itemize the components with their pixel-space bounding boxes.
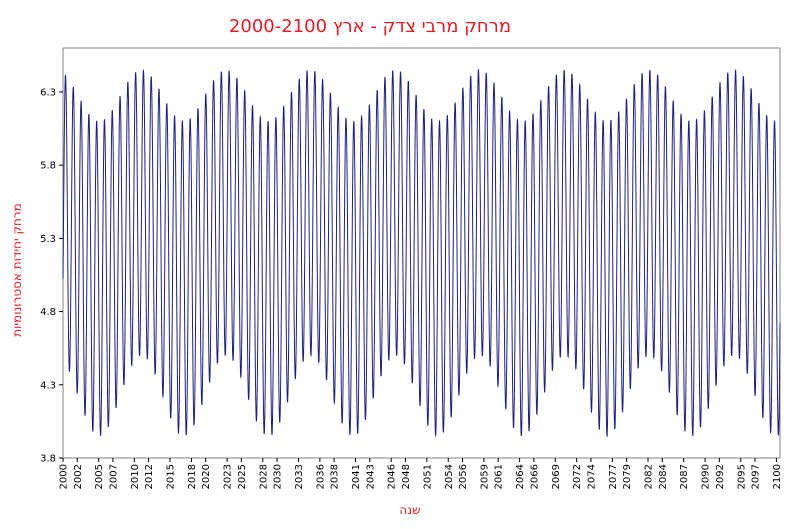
x-tick-label: 2041 — [351, 464, 362, 489]
y-tick-label: 6.3 — [40, 87, 56, 98]
x-tick-label: 2056 — [458, 464, 469, 489]
x-tick-label: 2033 — [294, 464, 305, 489]
y-axis: 3.8 4.3 4.8 5.3 5.8 6.3 — [40, 87, 63, 465]
x-tick-label: 2090 — [701, 464, 712, 489]
x-tick-label: 2025 — [237, 464, 248, 489]
x-tick-label: 2036 — [315, 464, 326, 489]
x-tick-label: 2002 — [73, 464, 84, 489]
x-tick-label: 2092 — [715, 464, 726, 489]
x-tick-label: 2082 — [644, 464, 655, 489]
plot-area — [62, 47, 781, 459]
x-tick-label: 2028 — [258, 464, 269, 489]
series-line — [62, 68, 781, 438]
chart-title: מרחק מרבי צדק - ארץ 2000-2100 — [229, 16, 511, 37]
x-tick-label: 2038 — [330, 464, 341, 489]
x-tick-label: 2079 — [622, 464, 633, 489]
x-axis-title: שנה — [399, 503, 420, 517]
x-tick-label: 2059 — [479, 464, 490, 489]
x-tick-label: 2077 — [608, 464, 619, 489]
series-layer — [62, 68, 781, 438]
y-tick-label: 5.8 — [40, 161, 56, 172]
x-tick-label: 2054 — [444, 464, 455, 489]
x-tick-label: 2010 — [130, 464, 141, 489]
x-tick-label: 2051 — [422, 464, 433, 489]
x-tick-label: 2030 — [273, 464, 284, 489]
y-tick-label: 3.8 — [40, 454, 56, 465]
y-tick-label: 5.3 — [40, 234, 56, 245]
x-tick-label: 2097 — [751, 464, 762, 489]
x-tick-label: 2007 — [108, 464, 119, 489]
x-tick-label: 2087 — [679, 464, 690, 489]
x-tick-label: 2020 — [201, 464, 212, 489]
y-tick-label: 4.3 — [40, 380, 56, 391]
x-tick-label: 2066 — [529, 464, 540, 489]
x-tick-label: 2095 — [736, 464, 747, 489]
x-tick-label: 2023 — [223, 464, 234, 489]
x-tick-label: 2061 — [494, 464, 505, 489]
x-tick-label: 2000 — [59, 464, 70, 489]
x-tick-label: 2064 — [515, 464, 526, 489]
x-tick-label: 2084 — [658, 464, 669, 489]
x-tick-label: 2005 — [94, 464, 105, 489]
x-tick-label: 2018 — [187, 464, 198, 489]
x-tick-label: 2043 — [365, 464, 376, 489]
x-tick-label: 2015 — [166, 464, 177, 489]
x-tick-label: 2100 — [772, 464, 783, 489]
x-tick-label: 2012 — [144, 464, 155, 489]
y-axis-title: מרחק יחידות אסטרונומיות — [10, 203, 24, 337]
x-tick-label: 2046 — [387, 464, 398, 489]
x-tick-label: 2072 — [572, 464, 583, 489]
x-tick-label: 2074 — [586, 464, 597, 489]
y-tick-label: 4.8 — [40, 307, 56, 318]
x-axis: 2000 2002 2005 2007 2010 2012 2015 2018 2020 2023… — [59, 458, 783, 489]
x-tick-label: 2048 — [401, 464, 412, 489]
x-tick-label: 2069 — [551, 464, 562, 489]
